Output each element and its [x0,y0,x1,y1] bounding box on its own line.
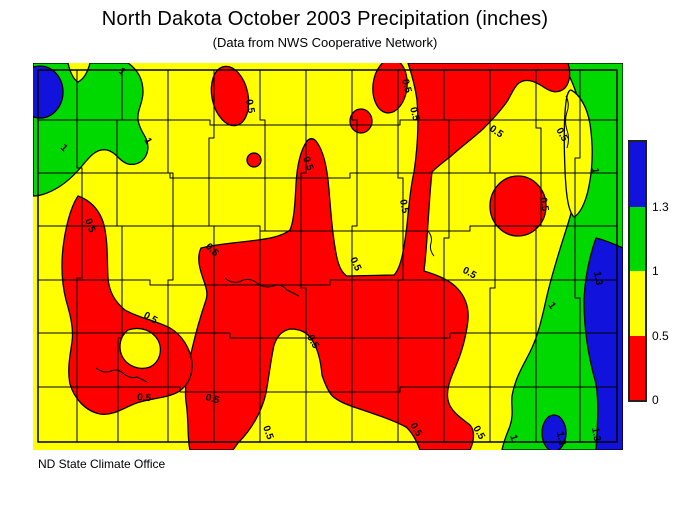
contour-label: 1.3 [589,427,602,443]
contour-region-red-north-lobe [372,63,408,114]
contour-label: 0.5 [347,256,363,274]
contour-label: 1 [141,136,154,147]
contour-label: 0.5 [399,78,413,95]
contour-label: 0.5 [243,99,256,115]
contour-label: 1.3 [554,431,567,447]
contour-region-red-small-spot-2 [349,108,373,134]
credit-text: ND State Climate Office [38,457,166,471]
colorbar-segment [630,335,645,400]
contour-label: 0.5 [204,392,221,406]
contour-region-red-small-spot-1 [246,152,262,168]
colorbar-tick-label: 1.3 [652,199,669,214]
contour-pocket-yellow-tongue-east [563,89,593,218]
page-subtitle: (Data from NWS Cooperative Network) [212,35,438,50]
contour-region-red-east-central-blob [489,175,547,237]
county-boundaries [38,70,617,442]
contour-label: 0.5 [537,197,550,213]
colorbar-tick-label: 1 [652,264,659,278]
colorbar-segment [630,271,645,336]
contour-label: 0.5 [260,424,275,441]
contour-label: 0.5 [82,217,97,234]
contour-label: 0.5 [300,155,315,172]
contour-label: 1 [546,300,558,311]
contour-label: 1 [116,66,128,78]
contour-region-red-west-mass [61,195,193,415]
colorbar-tick-label: 0.5 [652,328,669,343]
colorbar-segment [630,206,645,271]
contour-label: 0.5 [407,106,421,123]
page-title: North Dakota October 2003 Precipitation … [101,8,549,30]
contour-pocket-yellow-in-west-red [119,327,161,370]
contour-region-blue-northwest [33,65,64,119]
colorbar-tick-label: 0 [652,393,659,407]
contour-label: 0.5 [397,199,410,215]
colorbar-gradient [628,140,647,402]
state-border [37,69,618,443]
contour-region-blue-east-strip [583,237,623,450]
contour-label: 1.3 [591,271,604,287]
precipitation-colorbar-legend: 1.3 1 0.5 0 [628,140,688,407]
river-boundaries [95,95,569,383]
contour-region-red-central-mass [184,63,571,450]
contour-label: 1 [589,167,600,174]
contour-label: 1 [507,433,519,442]
contour-label: 0.5 [137,392,152,404]
colorbar-segment [630,142,645,207]
